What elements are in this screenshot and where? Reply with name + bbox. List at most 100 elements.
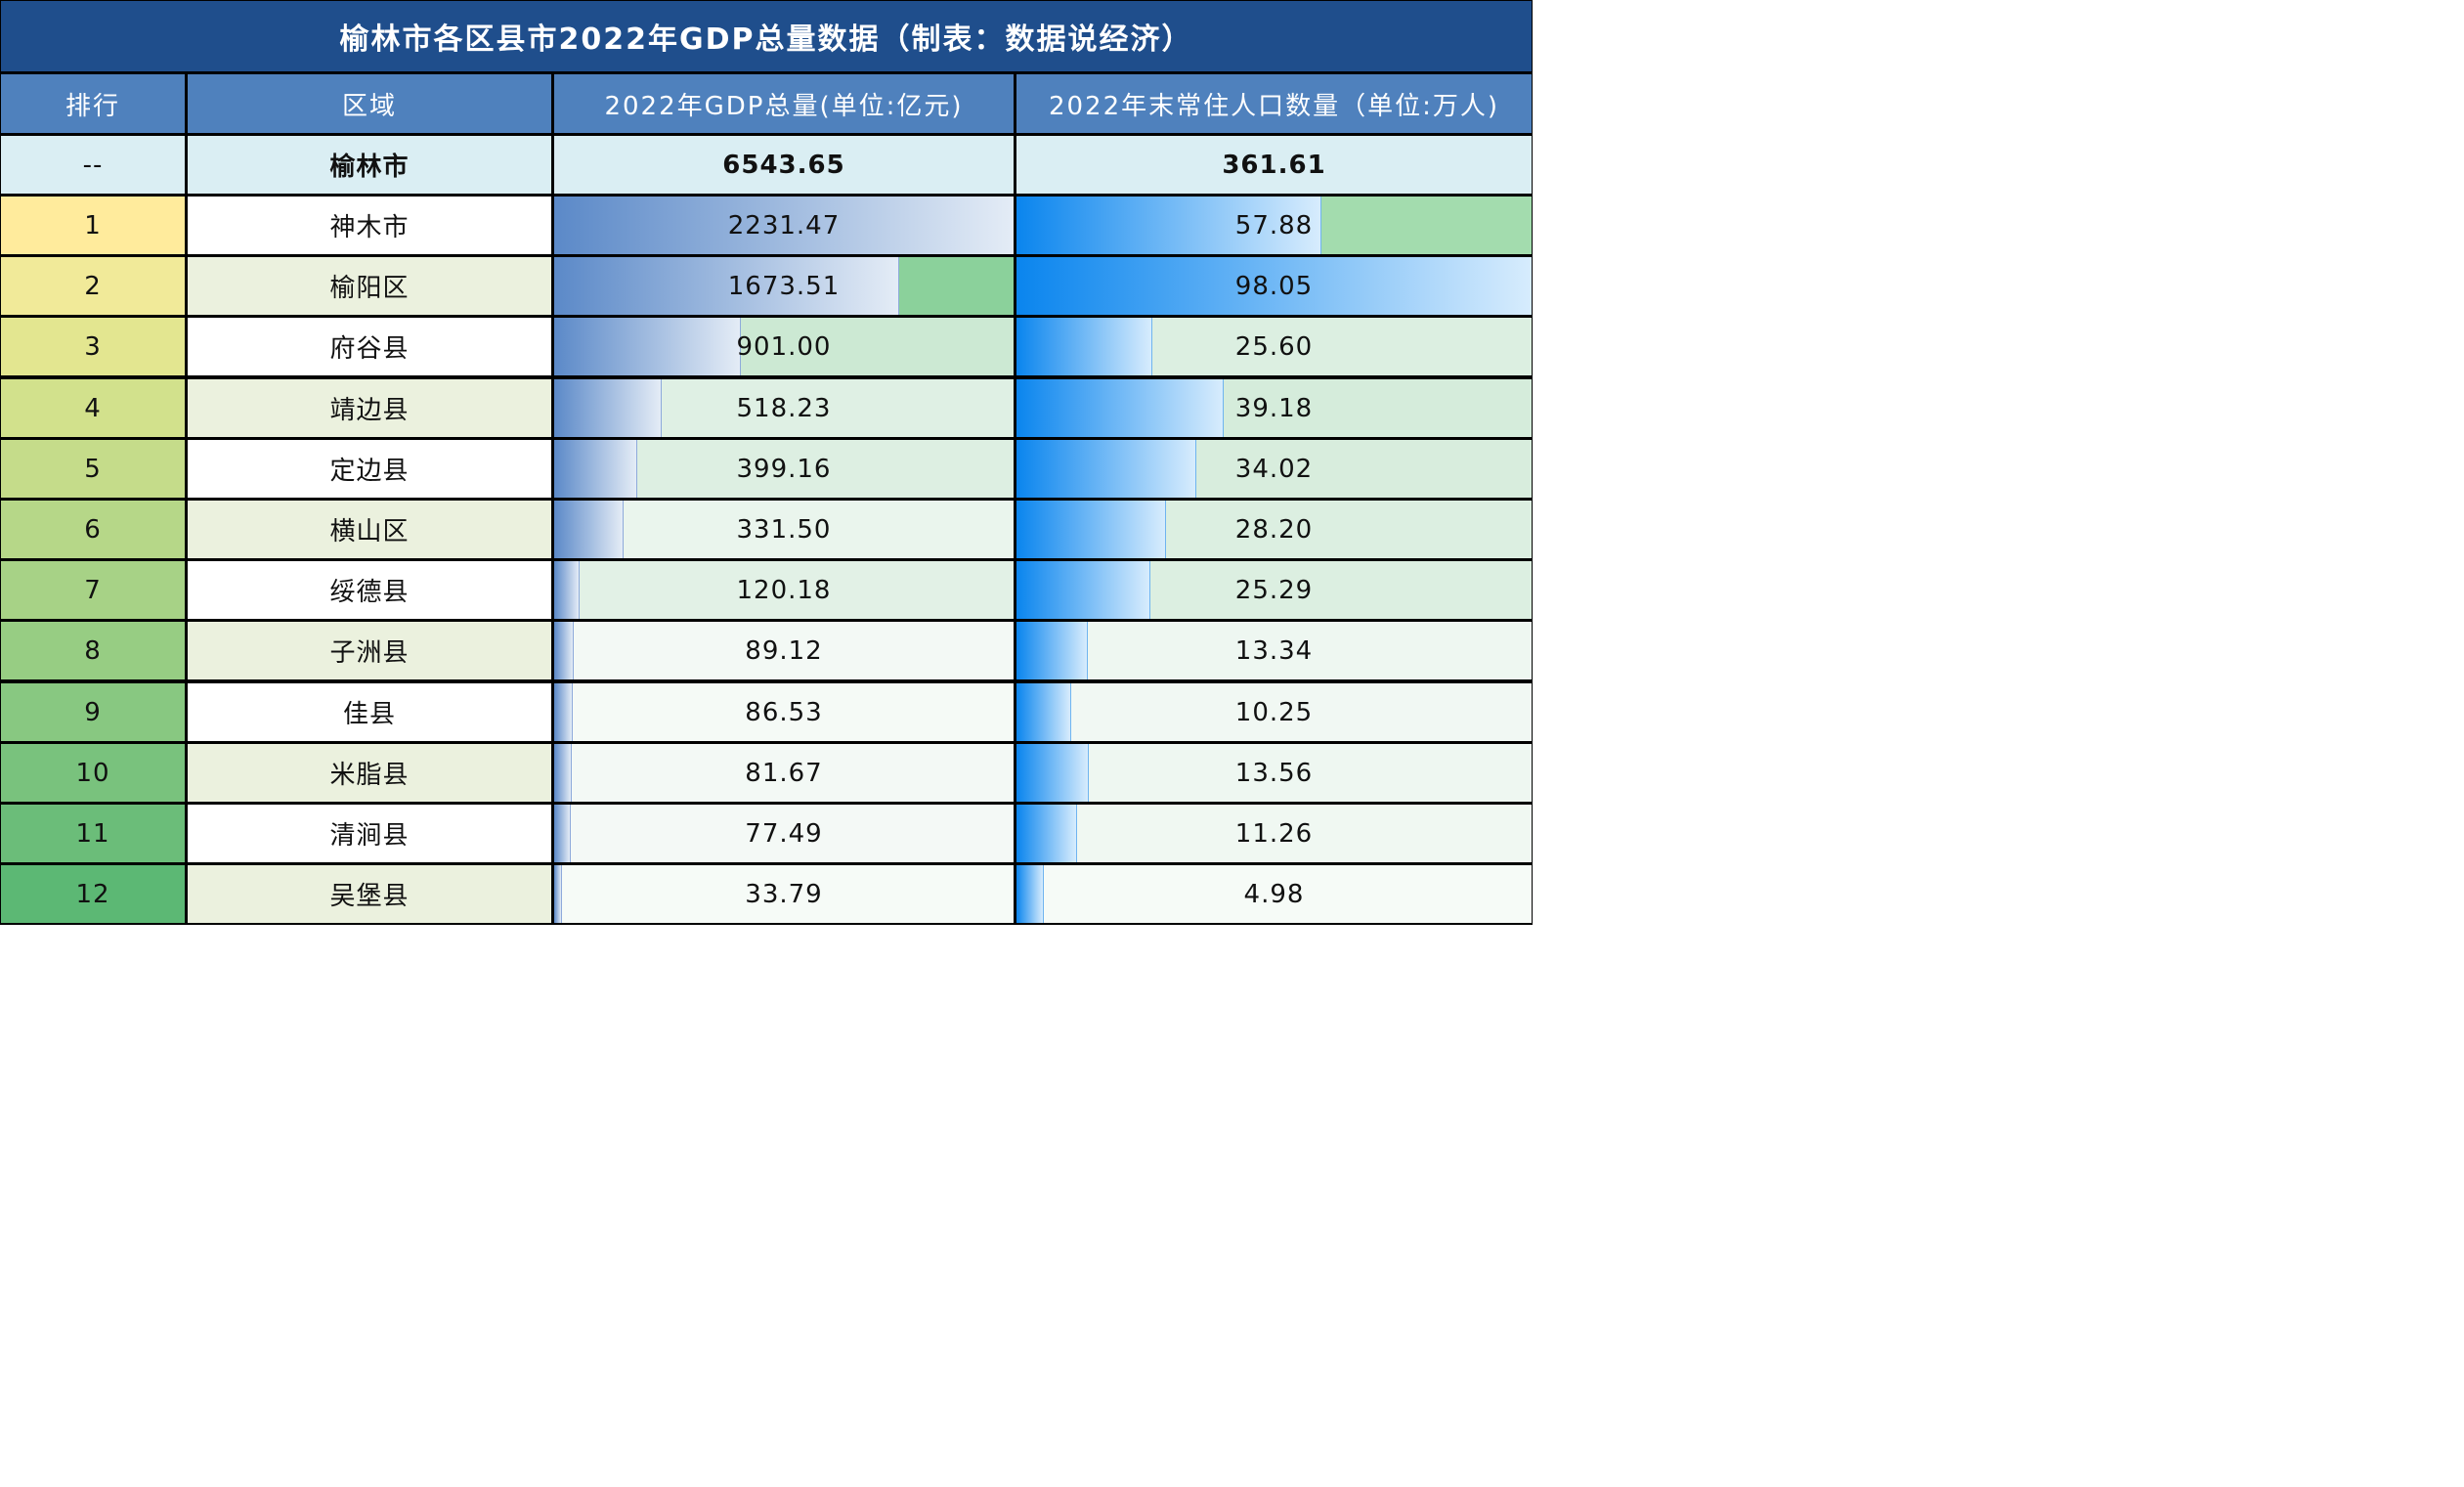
pop-value: 57.88 <box>1234 210 1314 241</box>
pop-cell: 57.88 <box>1016 197 1532 254</box>
gdp-value: 81.67 <box>745 758 823 788</box>
rank-text: 11 <box>75 818 110 849</box>
header-rank: 排行 <box>1 74 185 133</box>
pop-value: 34.02 <box>1234 454 1314 484</box>
total-gdp-text: 6543.65 <box>722 150 845 180</box>
total-region: 榆林市 <box>188 136 551 194</box>
region-cell: 神木市 <box>188 197 551 254</box>
rank-cell: 9 <box>1 683 185 741</box>
region-cell: 子洲县 <box>188 622 551 679</box>
gdp-bar <box>554 440 638 498</box>
gdp-bar <box>554 744 573 802</box>
pop-bar <box>1016 257 1532 315</box>
gdp-cell: 518.23 <box>554 379 1014 437</box>
pop-bar <box>1016 744 1089 802</box>
pop-bar <box>1016 501 1166 558</box>
pop-bar <box>1016 865 1044 923</box>
region-cell: 靖边县 <box>188 379 551 437</box>
gdp-cell: 399.16 <box>554 440 1014 498</box>
region-label: 清涧县 <box>329 821 410 851</box>
region-label: 榆阳区 <box>329 274 410 303</box>
region-cell: 绥德县 <box>188 561 551 619</box>
rank-text: 12 <box>75 879 110 909</box>
header-pop: 2022年末常住人口数量（单位:万人) <box>1016 74 1532 133</box>
rank-text: 5 <box>84 454 102 484</box>
gdp-value: 1673.51 <box>727 271 841 301</box>
table-title: 榆林市各区县市2022年GDP总量数据（制表：数据说经济） <box>1 1 1532 71</box>
gdp-bar <box>554 805 572 862</box>
pop-bar <box>1016 318 1152 375</box>
gdp-bar <box>554 683 574 741</box>
rank-cell: 6 <box>1 501 185 558</box>
gdp-bar <box>554 318 741 375</box>
rank-text: 7 <box>84 575 102 605</box>
pop-cell: 98.05 <box>1016 257 1532 315</box>
rank-text: 3 <box>84 331 102 362</box>
gdp-value: 331.50 <box>736 514 832 545</box>
pop-cell: 11.26 <box>1016 805 1532 862</box>
gdp-bar <box>554 379 663 437</box>
gdp-cell: 86.53 <box>554 683 1014 741</box>
pop-value: 13.34 <box>1234 635 1314 666</box>
rank-text: 6 <box>84 514 102 545</box>
rank-text: 1 <box>84 210 102 241</box>
total-pop: 361.61 <box>1016 136 1532 194</box>
pop-value: 13.56 <box>1234 758 1314 788</box>
total-rank: -- <box>1 136 185 194</box>
pop-cell: 39.18 <box>1016 379 1532 437</box>
region-label: 神木市 <box>329 213 410 242</box>
gdp-value: 399.16 <box>736 454 832 484</box>
pop-bar <box>1016 805 1077 862</box>
rank-cell: 4 <box>1 379 185 437</box>
gdp-value: 120.18 <box>736 575 832 605</box>
gdp-cell: 81.67 <box>554 744 1014 802</box>
pop-cell: 10.25 <box>1016 683 1532 741</box>
gdp-bar <box>554 865 563 923</box>
gdp-value: 901.00 <box>736 331 832 362</box>
region-cell: 定边县 <box>188 440 551 498</box>
region-label: 子洲县 <box>329 638 410 668</box>
rank-cell: 8 <box>1 622 185 679</box>
header-region: 区域 <box>188 74 551 133</box>
region-cell: 府谷县 <box>188 318 551 375</box>
region-cell: 佳县 <box>188 683 551 741</box>
pop-value: 25.29 <box>1234 575 1314 605</box>
region-label: 绥德县 <box>329 578 410 607</box>
rank-cell: 11 <box>1 805 185 862</box>
pop-value: 28.20 <box>1234 514 1314 545</box>
total-gdp: 6543.65 <box>554 136 1014 194</box>
rank-cell: 10 <box>1 744 185 802</box>
pop-cell: 13.56 <box>1016 744 1532 802</box>
region-label: 定边县 <box>329 457 410 486</box>
rank-text: 9 <box>84 697 102 727</box>
pop-bar <box>1016 379 1224 437</box>
pop-cell: 13.34 <box>1016 622 1532 679</box>
header-gdp: 2022年GDP总量(单位:亿元) <box>554 74 1014 133</box>
gdp-value: 33.79 <box>745 879 823 909</box>
gdp-table: 榆林市各区县市2022年GDP总量数据（制表：数据说经济） 排行 区域 2022… <box>0 0 1533 925</box>
gdp-bar <box>554 501 624 558</box>
pop-bar <box>1016 683 1072 741</box>
pop-value: 4.98 <box>1243 879 1305 909</box>
pop-cell: 34.02 <box>1016 440 1532 498</box>
total-rank-text: -- <box>82 150 104 180</box>
rank-cell: 1 <box>1 197 185 254</box>
gdp-value: 2231.47 <box>727 210 841 241</box>
pop-value: 98.05 <box>1234 271 1314 301</box>
region-cell: 吴堡县 <box>188 865 551 923</box>
gdp-value: 518.23 <box>736 393 832 423</box>
pop-bar <box>1016 561 1150 619</box>
region-cell: 榆阳区 <box>188 257 551 315</box>
region-cell: 清涧县 <box>188 805 551 862</box>
region-label: 米脂县 <box>329 761 410 790</box>
region-cell: 米脂县 <box>188 744 551 802</box>
gdp-value: 77.49 <box>745 818 823 849</box>
pop-cell: 25.60 <box>1016 318 1532 375</box>
rank-cell: 5 <box>1 440 185 498</box>
pop-bar <box>1016 622 1088 679</box>
gdp-bar <box>554 561 581 619</box>
gdp-cell: 77.49 <box>554 805 1014 862</box>
pop-cell: 25.29 <box>1016 561 1532 619</box>
gdp-cell: 33.79 <box>554 865 1014 923</box>
gdp-bar <box>554 257 900 315</box>
